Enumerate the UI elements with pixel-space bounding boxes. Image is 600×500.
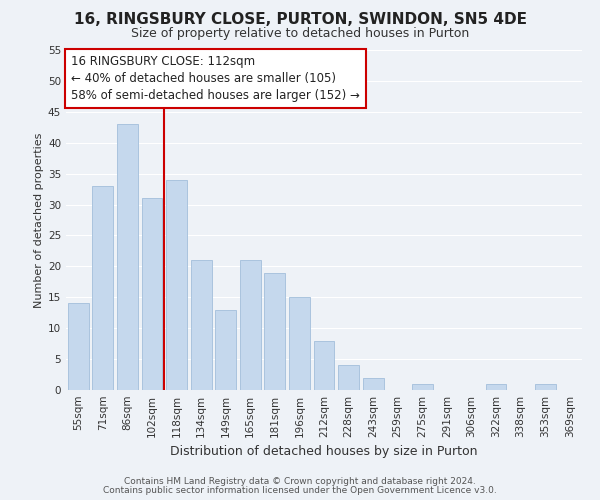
- Bar: [535, 384, 556, 390]
- Bar: [362, 378, 383, 390]
- Bar: [485, 384, 506, 390]
- Bar: [92, 186, 113, 390]
- Text: Contains HM Land Registry data © Crown copyright and database right 2024.: Contains HM Land Registry data © Crown c…: [124, 477, 476, 486]
- Text: 16 RINGSBURY CLOSE: 112sqm
← 40% of detached houses are smaller (105)
58% of sem: 16 RINGSBURY CLOSE: 112sqm ← 40% of deta…: [71, 55, 360, 102]
- Bar: [289, 298, 310, 390]
- Bar: [240, 260, 261, 390]
- Text: Contains public sector information licensed under the Open Government Licence v3: Contains public sector information licen…: [103, 486, 497, 495]
- Bar: [265, 272, 286, 390]
- Bar: [166, 180, 187, 390]
- Bar: [412, 384, 433, 390]
- Y-axis label: Number of detached properties: Number of detached properties: [34, 132, 44, 308]
- Bar: [68, 304, 89, 390]
- Bar: [338, 366, 359, 390]
- X-axis label: Distribution of detached houses by size in Purton: Distribution of detached houses by size …: [170, 446, 478, 458]
- Text: 16, RINGSBURY CLOSE, PURTON, SWINDON, SN5 4DE: 16, RINGSBURY CLOSE, PURTON, SWINDON, SN…: [74, 12, 527, 28]
- Bar: [314, 340, 334, 390]
- Text: Size of property relative to detached houses in Purton: Size of property relative to detached ho…: [131, 28, 469, 40]
- Bar: [117, 124, 138, 390]
- Bar: [215, 310, 236, 390]
- Bar: [191, 260, 212, 390]
- Bar: [142, 198, 163, 390]
